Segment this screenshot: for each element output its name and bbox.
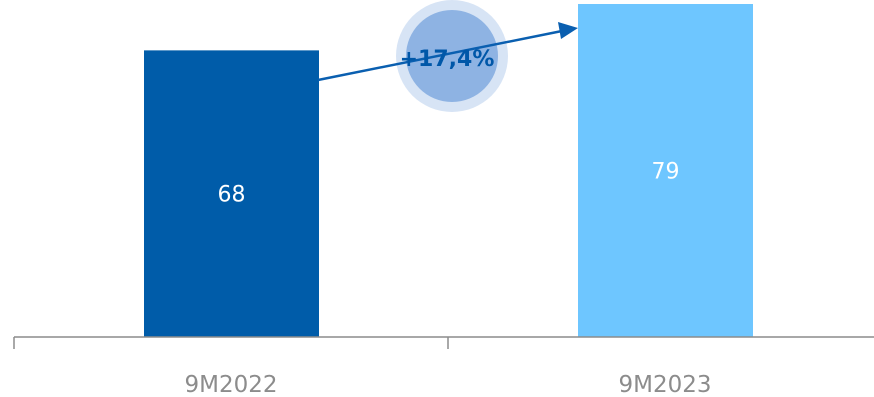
bars-layer [144,4,753,337]
x-axis-category-label: 9M2022 [184,372,277,397]
growth-bubble-inner [406,10,498,102]
bar-9m2022 [144,50,319,337]
annotation-layer: +17,4% [317,0,578,112]
growth-label: +17,4% [400,47,495,72]
bar-value-label: 79 [652,160,680,185]
bar-9m2023 [578,4,753,337]
x-axis-category-label: 9M2023 [618,372,711,397]
labels-layer: 68 9M2022 79 9M2023 [184,160,711,397]
growth-arrow-line [317,29,563,82]
growth-arrow-head-icon [558,22,578,39]
bar-value-label: 68 [218,183,246,208]
